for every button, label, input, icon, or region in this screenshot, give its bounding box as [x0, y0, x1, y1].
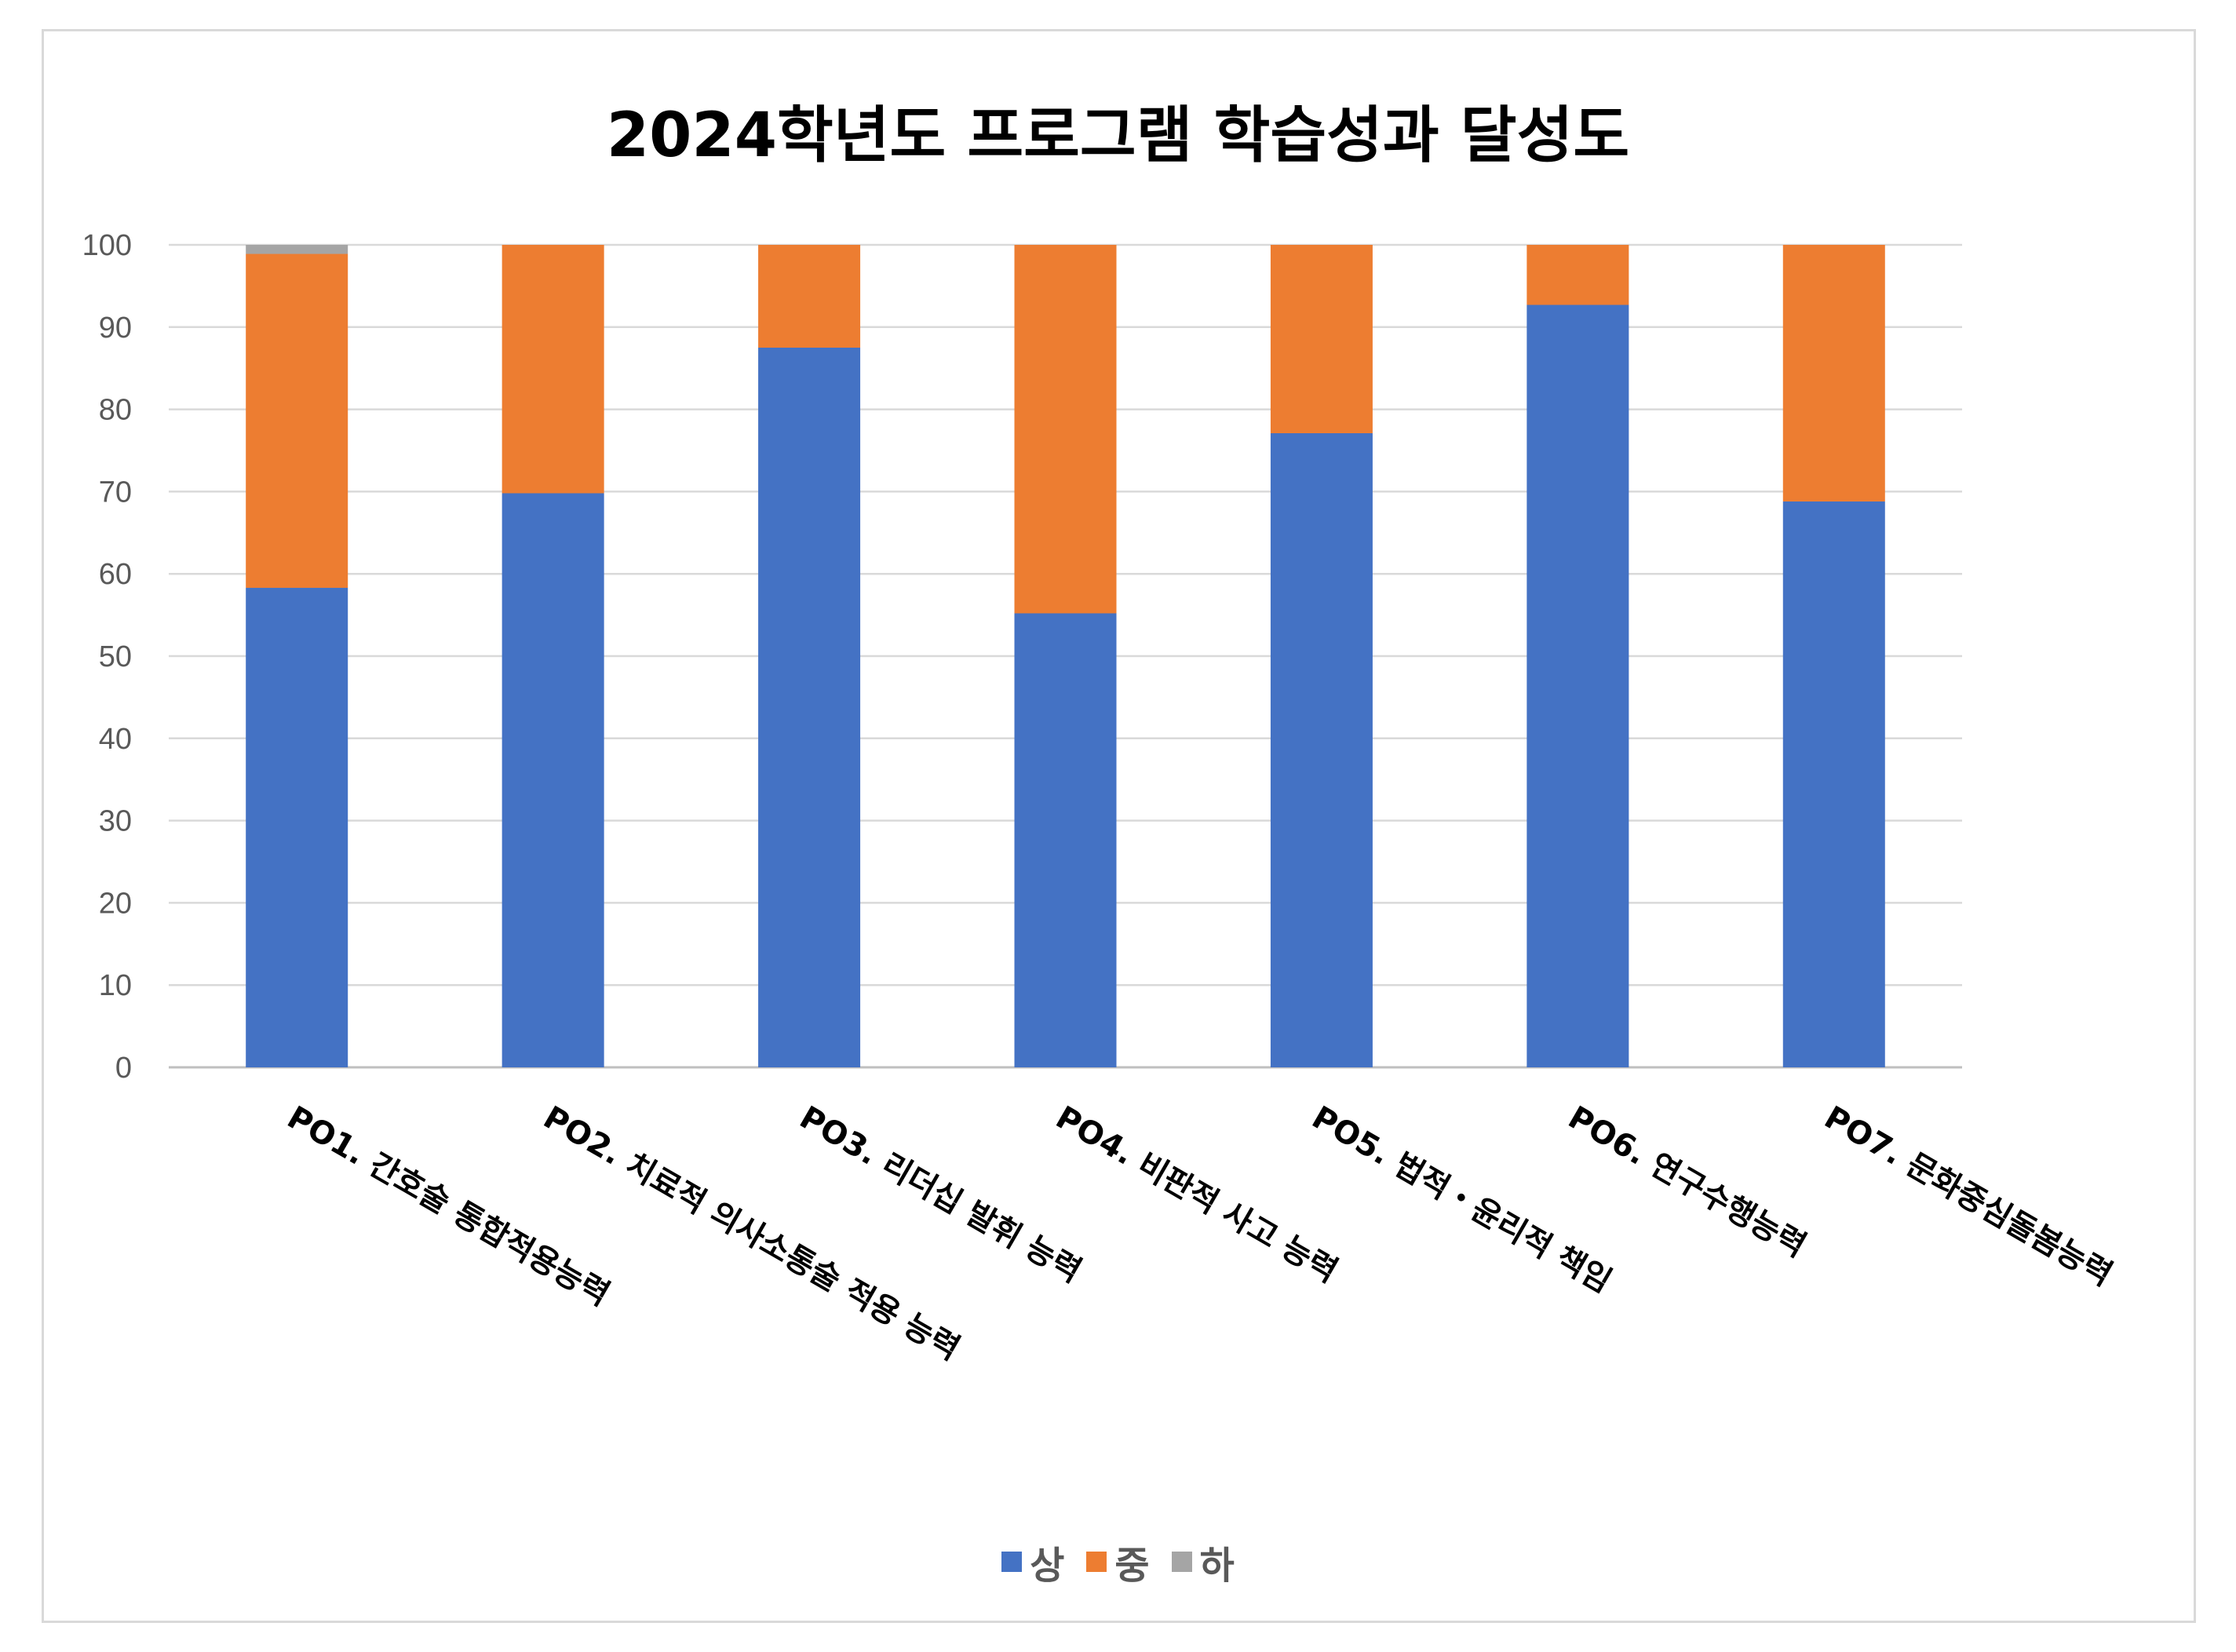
y-axis-ticks: 0 10 20 30 40 50 60 70 80 90 100 — [82, 229, 132, 1085]
legend-swatch — [1001, 1552, 1023, 1572]
y-tick-label: 0 — [115, 1052, 132, 1085]
x-category-label: PO7. 문화중심돌봄능력 — [1818, 1100, 2118, 1293]
y-tick-label: 80 — [99, 394, 132, 427]
y-tick-label: 100 — [82, 229, 132, 262]
legend-item: 중 — [1086, 1534, 1150, 1589]
y-tick-label: 20 — [99, 887, 132, 920]
chart-title: 2024학년도 프로그램 학습성과 달성도 — [606, 100, 1630, 171]
bar-segment-5-1 — [1270, 432, 1373, 1067]
bar-segment-2-1 — [502, 493, 604, 1067]
y-tick-label: 70 — [99, 476, 132, 509]
legend-swatch — [1171, 1552, 1192, 1572]
bar-segment-1-3 — [246, 245, 348, 254]
legend-label: 상 — [1030, 1544, 1065, 1588]
bars — [246, 245, 1885, 1067]
x-category-label: PO3. 리더십 발휘 능력 — [793, 1100, 1087, 1290]
y-tick-label: 40 — [99, 723, 132, 756]
bar-segment-6-2 — [1527, 245, 1629, 305]
y-tick-label: 30 — [99, 805, 132, 838]
bar-segment-3-1 — [758, 348, 861, 1067]
bar-segment-1-2 — [246, 253, 348, 589]
y-tick-label: 60 — [99, 558, 132, 591]
bar-segment-7-1 — [1782, 501, 1885, 1067]
bar-segment-6-1 — [1527, 305, 1629, 1067]
x-category-label: PO4. 비판적 사고 능력 — [1050, 1100, 1344, 1290]
x-category-label: PO2. 치료적 의사소통술 적용 능력 — [538, 1100, 966, 1368]
legend-label: 하 — [1199, 1544, 1235, 1588]
bar-segment-4-1 — [1014, 613, 1117, 1067]
legend-item: 상 — [1001, 1534, 1064, 1589]
y-tick-label: 50 — [99, 640, 132, 673]
y-tick-label: 90 — [99, 312, 132, 345]
y-tick-label: 10 — [99, 969, 132, 1002]
bar-segment-1-1 — [246, 588, 348, 1067]
x-category-label: PO6. 연구수행능력 — [1562, 1100, 1811, 1264]
legend-item: 하 — [1171, 1534, 1235, 1589]
legend-swatch — [1086, 1552, 1107, 1572]
bar-segment-4-2 — [1014, 245, 1117, 614]
bar-segment-3-2 — [758, 245, 861, 348]
bar-segment-5-2 — [1270, 245, 1373, 433]
bar-segment-7-2 — [1782, 245, 1885, 501]
legend-label: 중 — [1114, 1544, 1150, 1588]
bar-segment-2-2 — [502, 245, 604, 494]
